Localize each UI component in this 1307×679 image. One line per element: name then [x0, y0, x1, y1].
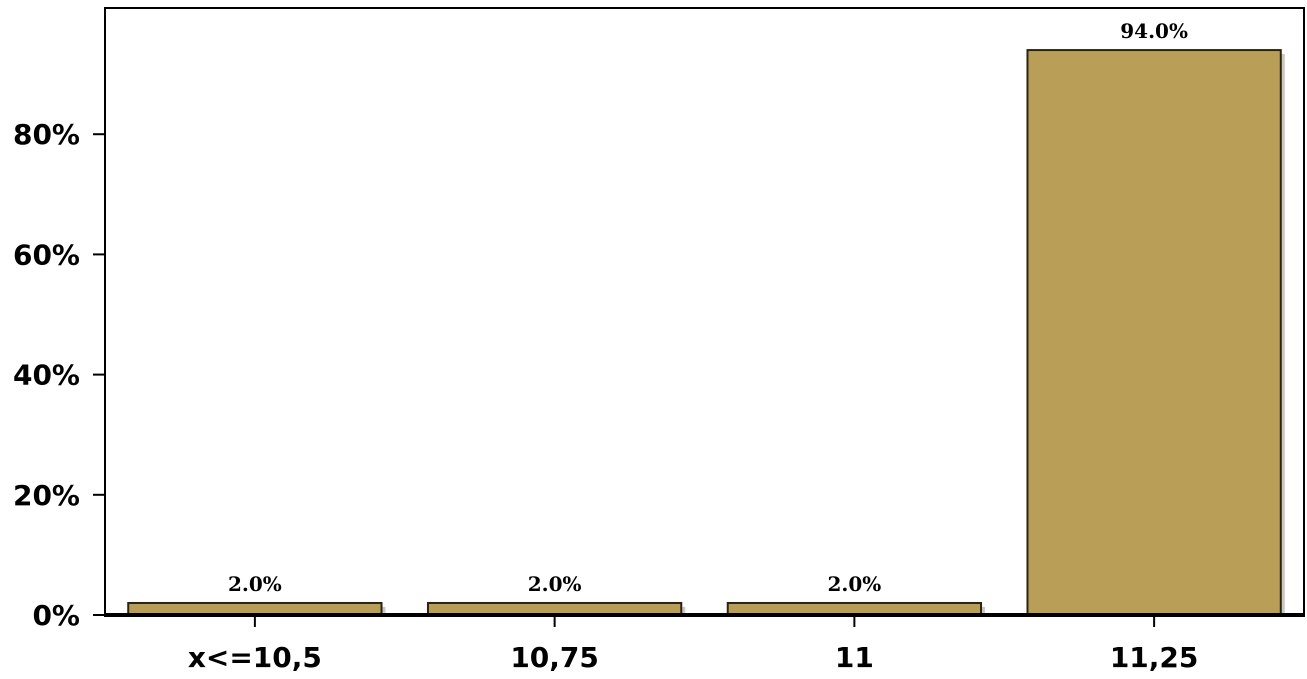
x-tick-label: 10,75 — [510, 641, 599, 674]
y-tick-label: 0% — [32, 599, 80, 632]
x-tick-label: 11 — [835, 641, 874, 674]
y-tick-label: 40% — [13, 359, 80, 392]
y-tick-label: 20% — [13, 479, 80, 512]
bars-layer — [127, 49, 1285, 617]
y-tick-label: 60% — [13, 238, 80, 271]
x-axis-ticks: x<=10,5 10,75 11 11,25 — [188, 615, 1199, 674]
x-tick-label: x<=10,5 — [188, 641, 322, 674]
data-label: 94.0% — [1120, 19, 1188, 43]
data-labels-layer: 2.0% 2.0% 2.0% 94.0% — [228, 19, 1188, 596]
data-label: 2.0% — [827, 572, 881, 596]
data-label: 2.0% — [528, 572, 582, 596]
y-tick-label: 80% — [13, 118, 80, 151]
y-axis-ticks: 0% 20% 40% 60% 80% — [13, 118, 105, 632]
bar — [1026, 49, 1282, 616]
data-label: 2.0% — [228, 572, 282, 596]
x-tick-label: 11,25 — [1110, 641, 1199, 674]
